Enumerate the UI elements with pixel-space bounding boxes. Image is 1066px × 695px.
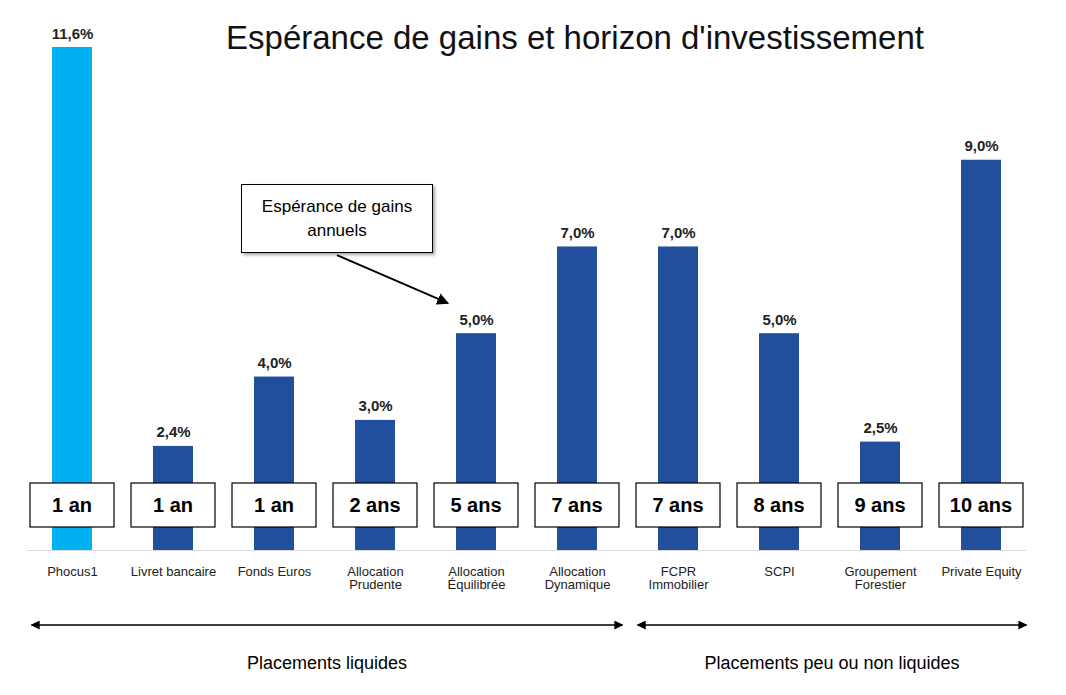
svg-text:AllocationPrudente: AllocationPrudente	[347, 564, 403, 592]
svg-text:7 ans: 7 ans	[652, 494, 703, 516]
svg-text:4,0%: 4,0%	[257, 354, 291, 371]
svg-text:Livret bancaire: Livret bancaire	[131, 564, 216, 579]
svg-text:8 ans: 8 ans	[753, 494, 804, 516]
svg-text:FCPRImmobilier: FCPRImmobilier	[649, 564, 710, 592]
svg-text:2 ans: 2 ans	[349, 494, 400, 516]
svg-text:5 ans: 5 ans	[450, 494, 501, 516]
svg-text:9 ans: 9 ans	[854, 494, 905, 516]
svg-text:Placements liquides: Placements liquides	[247, 653, 407, 673]
svg-text:SCPI: SCPI	[764, 564, 794, 579]
svg-text:7,0%: 7,0%	[661, 224, 695, 241]
svg-text:2,5%: 2,5%	[863, 419, 897, 436]
svg-text:3,0%: 3,0%	[358, 397, 392, 414]
svg-text:Placements peu ou non liquides: Placements peu ou non liquides	[704, 653, 959, 673]
svg-text:Espérance de gains et horizon: Espérance de gains et horizon d'investis…	[226, 19, 924, 56]
svg-text:Phocus1: Phocus1	[47, 564, 98, 579]
html-text:Espérance de gains annuels: Espérance de gains annuels	[261, 196, 413, 240]
svg-text:7,0%: 7,0%	[560, 224, 594, 241]
svg-text:AllocationÉquilibrée: AllocationÉquilibrée	[448, 564, 506, 592]
svg-text:11,6%: 11,6%	[52, 25, 94, 42]
svg-text:1 an: 1 an	[153, 494, 193, 516]
svg-text:2,4%: 2,4%	[156, 423, 190, 440]
svg-text:9,0%: 9,0%	[964, 137, 998, 154]
svg-text:Fonds Euros: Fonds Euros	[238, 564, 312, 579]
svg-text:GroupementForestier: GroupementForestier	[844, 564, 917, 592]
svg-text:AllocationDynamique: AllocationDynamique	[545, 564, 611, 592]
svg-text:1 an: 1 an	[254, 494, 294, 516]
svg-text:10 ans: 10 ans	[950, 494, 1012, 516]
svg-text:5,0%: 5,0%	[762, 311, 796, 328]
svg-text:Private Equity: Private Equity	[941, 564, 1022, 579]
svg-text:7 ans: 7 ans	[551, 494, 602, 516]
svg-text:1 an: 1 an	[52, 494, 92, 516]
svg-text:5,0%: 5,0%	[459, 311, 493, 328]
